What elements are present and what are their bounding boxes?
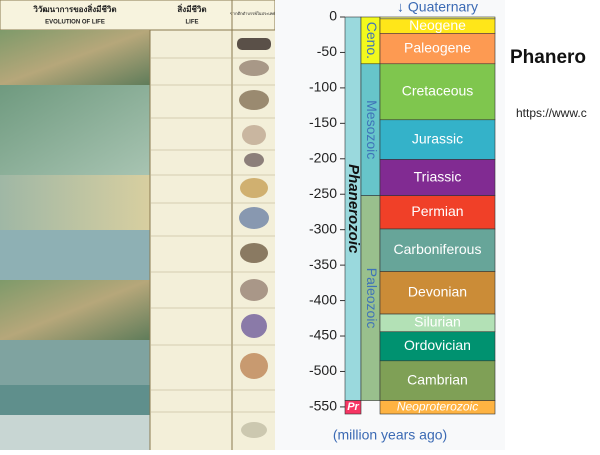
eon-label: Pr bbox=[347, 401, 359, 413]
period-band bbox=[379, 119, 496, 160]
era-label: Paleozoic bbox=[364, 268, 380, 329]
timescale: Phanerozoic Pr Ceno. Mesozoic Paleozoic ↓ Qua… bbox=[309, 0, 496, 443]
poster-life-th: สิ่งมีชีวิต bbox=[177, 3, 206, 14]
period-band bbox=[379, 400, 496, 415]
y-tick-label: -500 bbox=[309, 362, 337, 378]
poster-life-en: LIFE bbox=[186, 20, 199, 26]
eon-label: Phanerozoic bbox=[345, 164, 362, 254]
poster-fossil-th: ซากดึกดำบรรพ์ในประเทศไทย bbox=[230, 11, 282, 16]
period-label: ↓ Quaternary bbox=[397, 0, 478, 15]
y-tick-label: -150 bbox=[309, 114, 337, 130]
y-tick-label: -550 bbox=[309, 398, 337, 414]
period-band bbox=[379, 331, 496, 362]
period-label: Cretaceous bbox=[402, 82, 474, 98]
period-label: Neogene bbox=[409, 17, 466, 33]
period-band bbox=[379, 228, 496, 272]
period-band bbox=[379, 271, 496, 315]
period-label: Devonian bbox=[408, 283, 467, 299]
period-label: Triassic bbox=[414, 168, 462, 184]
period-band bbox=[379, 195, 496, 230]
poster-header bbox=[0, 0, 276, 31]
period-band bbox=[379, 63, 496, 121]
y-tick-label: -350 bbox=[309, 256, 337, 272]
period-label: Silurian bbox=[414, 314, 461, 330]
period-label: Paleogene bbox=[404, 39, 471, 55]
y-tick-label: -50 bbox=[317, 43, 337, 59]
y-tick-label: -250 bbox=[309, 185, 337, 201]
period-band bbox=[379, 360, 496, 401]
poster-title-en: EVOLUTION OF LIFE bbox=[45, 20, 105, 26]
y-tick-label: -450 bbox=[309, 327, 337, 343]
period-label: Jurassic bbox=[412, 130, 463, 146]
y-tick-label: -300 bbox=[309, 220, 337, 236]
poster: วิวัฒนาการของสิ่งมีชีวิต EVOLUTION OF LI… bbox=[0, 0, 282, 450]
period-label: Cambrian bbox=[407, 371, 468, 387]
period-label: Ordovician bbox=[404, 337, 471, 353]
slide-url: https://www.c bbox=[516, 106, 587, 120]
period-label: Permian bbox=[411, 203, 463, 219]
period-label: Carboniferous bbox=[394, 241, 482, 257]
era-label: Mesozoic bbox=[364, 100, 380, 159]
slide-title: Phanero bbox=[510, 47, 586, 68]
y-tick-label: 0 bbox=[329, 8, 337, 24]
poster-scenes bbox=[0, 0, 275, 450]
y-tick-label: -200 bbox=[309, 149, 337, 165]
y-tick-label: -400 bbox=[309, 291, 337, 307]
period-band bbox=[379, 159, 496, 196]
period-label: Neoproterozoic bbox=[397, 399, 478, 413]
era-label: Ceno. bbox=[364, 22, 380, 59]
axis-label: (million years ago) bbox=[333, 427, 447, 443]
poster-title-th: วิวัฒนาการของสิ่งมีชีวิต bbox=[33, 3, 117, 14]
y-tick-label: -100 bbox=[309, 79, 337, 95]
